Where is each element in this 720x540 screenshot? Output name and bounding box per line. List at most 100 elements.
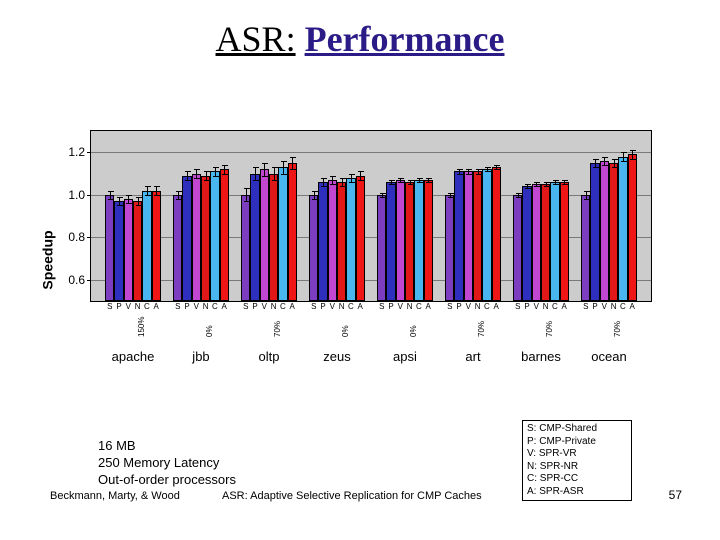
bar xyxy=(288,163,297,301)
bar xyxy=(560,182,569,301)
plot-area: 0.60.81.01.2SPVNCA150%apacheSPVNCA0%jbbS… xyxy=(90,130,652,302)
ytick-label: 1.2 xyxy=(68,145,85,159)
bar xyxy=(445,195,454,301)
config-line: 16 MB xyxy=(98,438,236,455)
bar-code-label: A xyxy=(290,303,295,311)
bar-code-label: C xyxy=(552,303,558,311)
bar-code-label: A xyxy=(154,303,159,311)
bar-code-label: V xyxy=(330,303,335,311)
error-bar xyxy=(196,169,197,178)
legend: S: CMP-SharedP: CMP-PrivateV: SPR-VRN: S… xyxy=(522,420,632,501)
error-bar xyxy=(518,193,519,197)
footer: Beckmann, Marty, & Wood ASR: Adaptive Se… xyxy=(50,490,482,502)
bar xyxy=(309,195,318,301)
bar xyxy=(173,195,182,301)
ytick-mark xyxy=(87,280,91,281)
legend-item: P: CMP-Private xyxy=(527,436,627,449)
bar-code-label: N xyxy=(475,303,481,311)
bar-code-label: N xyxy=(407,303,413,311)
slide-number: 57 xyxy=(669,488,682,502)
bar-code-label: P xyxy=(320,303,325,311)
error-bar xyxy=(450,193,451,197)
error-bar xyxy=(419,178,420,182)
bar xyxy=(628,154,637,301)
bar-code-label: N xyxy=(203,303,209,311)
bar-code-label: V xyxy=(534,303,539,311)
bar-code-label: P xyxy=(524,303,529,311)
group-pct-label: 0% xyxy=(409,325,418,337)
group-pct-label: 70% xyxy=(273,321,282,337)
bar-group: SPVNCA150%apache xyxy=(105,131,161,301)
bar-code-label: S xyxy=(175,303,180,311)
legend-item: N: SPR-NR xyxy=(527,461,627,474)
error-bar xyxy=(360,171,361,180)
bar xyxy=(105,195,114,301)
error-bar xyxy=(147,186,148,195)
bar-code-label: N xyxy=(611,303,617,311)
error-bar xyxy=(246,188,247,201)
bar xyxy=(142,191,151,302)
error-bar xyxy=(564,180,565,184)
bar-group: SPVNCA0%jbb xyxy=(173,131,229,301)
error-bar xyxy=(400,178,401,182)
bar-code-label: A xyxy=(562,303,567,311)
bar xyxy=(513,195,522,301)
group-label: ocean xyxy=(591,349,626,364)
error-bar xyxy=(382,193,383,197)
group-label: zeus xyxy=(323,349,350,364)
error-bar xyxy=(274,167,275,180)
bar-code-label: A xyxy=(630,303,635,311)
bar-code-label: P xyxy=(184,303,189,311)
bar-code-label: P xyxy=(456,303,461,311)
error-bar xyxy=(264,163,265,176)
bar xyxy=(414,180,423,301)
bar-code-label: A xyxy=(358,303,363,311)
bar-code-label: V xyxy=(194,303,199,311)
bar xyxy=(454,171,463,301)
bar xyxy=(618,157,627,302)
error-bar xyxy=(391,180,392,184)
error-bar xyxy=(614,159,615,168)
bar xyxy=(269,174,278,302)
error-bar xyxy=(332,176,333,185)
y-axis-label: Speedup xyxy=(40,230,56,289)
bar xyxy=(114,201,123,301)
bar xyxy=(278,167,287,301)
group-pct-label: 150% xyxy=(137,317,146,337)
error-bar xyxy=(586,191,587,200)
group-pct-label: 70% xyxy=(613,321,622,337)
bar-group: SPVNCA70%ocean xyxy=(581,131,637,301)
legend-item: S: CMP-Shared xyxy=(527,423,627,436)
bar-code-label: C xyxy=(620,303,626,311)
bar xyxy=(260,169,269,301)
error-bar xyxy=(292,157,293,170)
bar xyxy=(590,163,599,301)
bar xyxy=(201,176,210,301)
bar-code-label: C xyxy=(212,303,218,311)
config-line: Out-of-order processors xyxy=(98,472,236,489)
ytick-label: 1.0 xyxy=(68,188,85,202)
error-bar xyxy=(178,191,179,200)
error-bar xyxy=(536,182,537,186)
bar xyxy=(124,199,133,301)
ytick-label: 0.6 xyxy=(68,273,85,287)
bar-code-label: S xyxy=(311,303,316,311)
group-label: apsi xyxy=(393,349,417,364)
bar-code-label: P xyxy=(592,303,597,311)
bar xyxy=(609,163,618,301)
error-bar xyxy=(351,174,352,183)
bar xyxy=(318,182,327,301)
bar-code-label: P xyxy=(252,303,257,311)
bar xyxy=(541,184,550,301)
bar-code-label: N xyxy=(135,303,141,311)
bar xyxy=(581,195,590,301)
error-bar xyxy=(138,197,139,206)
group-label: art xyxy=(465,349,480,364)
bar xyxy=(346,178,355,301)
error-bar xyxy=(546,182,547,186)
error-bar xyxy=(187,171,188,180)
error-bar xyxy=(595,159,596,168)
bar xyxy=(473,171,482,301)
config-text: 16 MB 250 Memory Latency Out-of-order pr… xyxy=(98,438,236,489)
error-bar xyxy=(478,169,479,173)
